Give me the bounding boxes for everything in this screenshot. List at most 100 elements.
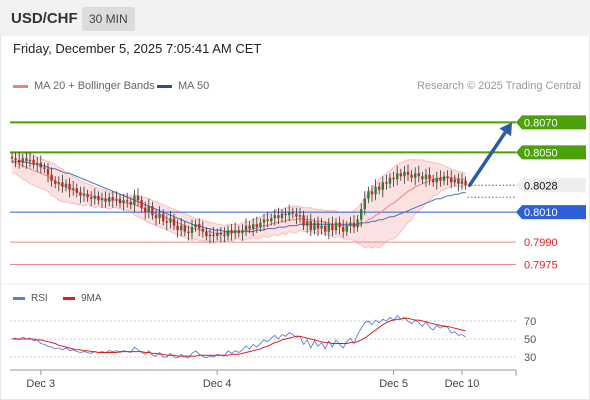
- candle-body: [21, 158, 24, 163]
- candle-body: [352, 222, 356, 228]
- candle-body: [320, 225, 323, 229]
- header-bar: USD/CHF 30 MIN: [0, 0, 590, 36]
- rsi-legend-label: RSI: [31, 293, 48, 304]
- candle-body: [205, 231, 208, 237]
- candle-body: [32, 159, 35, 165]
- candle-body: [327, 224, 330, 232]
- candle-body: [270, 218, 273, 222]
- candle-body: [93, 195, 96, 199]
- candle-body: [392, 177, 395, 180]
- timestamp: Friday, December 5, 2025 7:05:41 AM CET: [13, 41, 262, 56]
- candle-body: [241, 230, 244, 234]
- rsi-tick-70: 70: [524, 316, 536, 328]
- candle-body: [428, 174, 431, 180]
- candle-body: [169, 218, 172, 223]
- candle-body: [313, 222, 316, 231]
- candle-body: [349, 222, 352, 226]
- level-label-0.7975: 0.7975: [524, 260, 558, 272]
- candle-body: [100, 198, 104, 201]
- candle-body: [216, 233, 219, 237]
- candle-body: [457, 179, 460, 184]
- candle-body: [450, 177, 453, 183]
- level-label-0.8070: 0.8070: [524, 117, 558, 129]
- candle-body: [432, 179, 435, 183]
- candle-body: [255, 224, 258, 228]
- candle-body: [370, 191, 374, 195]
- candle-body: [273, 215, 276, 219]
- ma20-swatch: [13, 84, 28, 88]
- x-tick-label: Dec 4: [203, 378, 232, 390]
- candle-body: [50, 174, 53, 181]
- candle-body: [46, 168, 50, 175]
- legend-rsi: RSI: [13, 293, 48, 304]
- candle-body: [115, 198, 118, 201]
- candle-body: [97, 195, 100, 201]
- candle-body: [334, 222, 338, 231]
- candle-body: [187, 231, 190, 234]
- candle-body: [446, 176, 449, 178]
- level-tag-0.8010: [516, 205, 586, 220]
- candle-body: [302, 215, 305, 226]
- candle-body: [14, 158, 17, 160]
- bollinger-upper-line: [12, 151, 466, 227]
- candle-body: [64, 183, 68, 187]
- candle-body: [237, 230, 240, 234]
- candle-body: [295, 213, 298, 217]
- level-tag-0.8050: [516, 145, 586, 160]
- candle-body: [129, 201, 132, 205]
- candle-body: [439, 177, 442, 181]
- candle-body: [212, 234, 215, 237]
- legend-ma50: MA 50: [157, 80, 209, 92]
- timeframe-badge[interactable]: 30 MIN: [82, 7, 135, 31]
- candle-body: [259, 222, 262, 228]
- candle-body: [230, 230, 233, 234]
- ma9-swatch: [63, 297, 75, 300]
- candle-body: [39, 162, 42, 168]
- candle-body: [356, 219, 359, 228]
- candle-body: [288, 212, 291, 216]
- candle-body: [25, 158, 28, 162]
- candle-body: [410, 174, 413, 178]
- candle-body: [165, 221, 168, 223]
- candle-body: [248, 225, 251, 229]
- level-label-0.8028: 0.8028: [524, 180, 558, 192]
- candle-body: [61, 182, 64, 187]
- candle-body: [158, 213, 161, 219]
- level-tag-0.8070: [516, 115, 586, 130]
- candle-body: [309, 221, 312, 231]
- candle-body: [154, 215, 158, 219]
- candle-body: [388, 177, 392, 184]
- candle-body: [122, 200, 125, 204]
- ma20-label: MA 20 + Bollinger Bands: [34, 80, 155, 92]
- rsi-line: [11, 315, 466, 359]
- candle-body: [424, 174, 428, 180]
- candle-body: [342, 227, 345, 232]
- candle-body: [385, 182, 388, 184]
- x-tick-label: Dec 5: [379, 378, 408, 390]
- candle-body: [201, 228, 204, 232]
- candle-body: [28, 159, 32, 162]
- candle-body: [104, 198, 107, 202]
- candle-body: [10, 156, 14, 159]
- candle-body: [277, 215, 280, 219]
- candle-body: [284, 213, 287, 216]
- candle-body: [345, 225, 348, 232]
- candle-body: [111, 197, 114, 201]
- candle-body: [223, 234, 226, 237]
- candle-body: [72, 188, 75, 190]
- candle-body: [36, 162, 39, 165]
- candle-body: [252, 224, 255, 229]
- candle-body: [194, 224, 197, 228]
- candle-body: [234, 230, 237, 234]
- ma9-legend-label: 9MA: [81, 293, 102, 304]
- candle-body: [208, 234, 212, 237]
- candle-body: [82, 194, 86, 196]
- candle-body: [360, 209, 363, 220]
- legend-ma20: MA 20 + Bollinger Bands: [13, 80, 155, 92]
- level-label-0.7990: 0.7990: [524, 237, 558, 249]
- credit-text: Research © 2025 Trading Central: [416, 80, 581, 92]
- candle-body: [291, 212, 294, 214]
- candle-body: [176, 225, 179, 231]
- rsi-swatch: [13, 297, 25, 300]
- candle-body: [298, 215, 302, 217]
